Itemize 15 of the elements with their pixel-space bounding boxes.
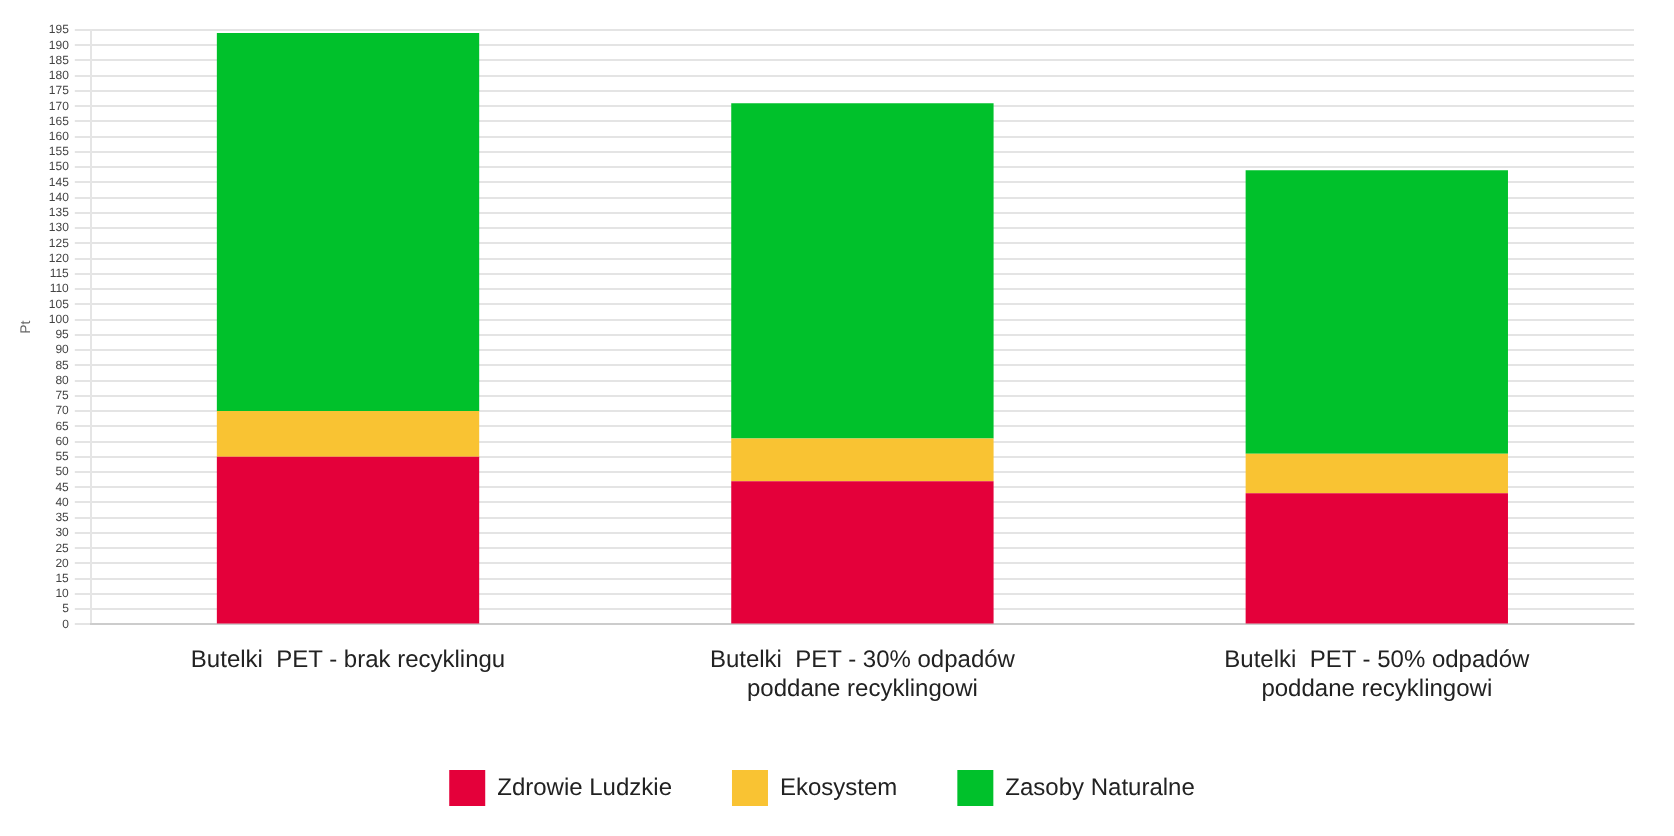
legend-label: Zdrowie Ludzkie: [497, 772, 673, 801]
bar: [1245, 493, 1508, 624]
bar: [731, 481, 994, 624]
bar: [216, 411, 480, 457]
x-tick-label: Butelki PET - 30% odpadów poddane recyklingowi: [709, 645, 1016, 703]
x-tick-label: Butelki PET - brak recyklingu: [190, 645, 506, 674]
bar: [1245, 453, 1508, 494]
x-tick-label: Butelki PET - 50% odpadów poddane recyklingowi: [1224, 645, 1530, 703]
bar: [731, 103, 994, 439]
bar: [216, 33, 480, 412]
bar: [731, 438, 994, 482]
legend-label: Zasoby Naturalne: [1005, 772, 1196, 801]
bar: [216, 456, 480, 624]
bar: [1245, 170, 1508, 454]
legend-label: Ekosystem: [779, 772, 898, 801]
